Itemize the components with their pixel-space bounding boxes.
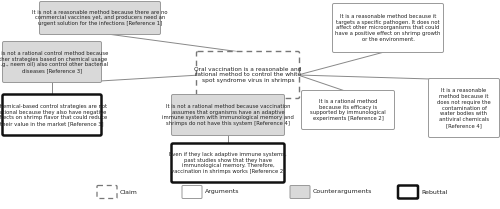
FancyBboxPatch shape [196, 51, 300, 98]
Text: Claim: Claim [120, 190, 138, 195]
Text: It is a reasonable method because it
targets a specific pathogen. It does not
af: It is a reasonable method because it tar… [336, 14, 440, 42]
FancyBboxPatch shape [2, 42, 102, 83]
Text: It is a rational method
because its efficacy is
supported by immunological
exper: It is a rational method because its effi… [310, 99, 386, 121]
Text: It is not a rational method because vaccination
assumes that organisms have an a: It is not a rational method because vacc… [162, 104, 294, 126]
Text: It is not a reasonable method because there are no
commercial vaccines yet, and : It is not a reasonable method because th… [32, 10, 168, 26]
FancyBboxPatch shape [172, 94, 284, 135]
Text: It is a reasonable
method because it
does not require the
contamination of
water: It is a reasonable method because it doe… [437, 88, 491, 128]
FancyBboxPatch shape [332, 4, 444, 52]
FancyBboxPatch shape [2, 94, 102, 135]
Text: Rebuttal: Rebuttal [421, 190, 448, 195]
FancyBboxPatch shape [398, 186, 418, 199]
Text: Oral vaccination is a reasonable and
rational method to control the white
spot s: Oral vaccination is a reasonable and rat… [194, 67, 302, 83]
FancyBboxPatch shape [97, 186, 117, 199]
FancyBboxPatch shape [428, 79, 500, 138]
FancyBboxPatch shape [182, 186, 202, 199]
Text: Counterarguments: Counterarguments [313, 190, 372, 195]
Text: Even if they lack adaptive immune systems,
past studies show that they have
immu: Even if they lack adaptive immune system… [169, 152, 287, 174]
Text: Chemical-based control strategies are not
rational because they also have negati: Chemical-based control strategies are no… [0, 104, 108, 126]
FancyBboxPatch shape [40, 1, 160, 34]
Text: It is not a rational control method because
other strategies based on chemical u: It is not a rational control method beca… [0, 51, 108, 73]
FancyBboxPatch shape [290, 186, 310, 199]
FancyBboxPatch shape [172, 144, 284, 182]
Text: Arguments: Arguments [205, 190, 240, 195]
FancyBboxPatch shape [302, 90, 394, 130]
